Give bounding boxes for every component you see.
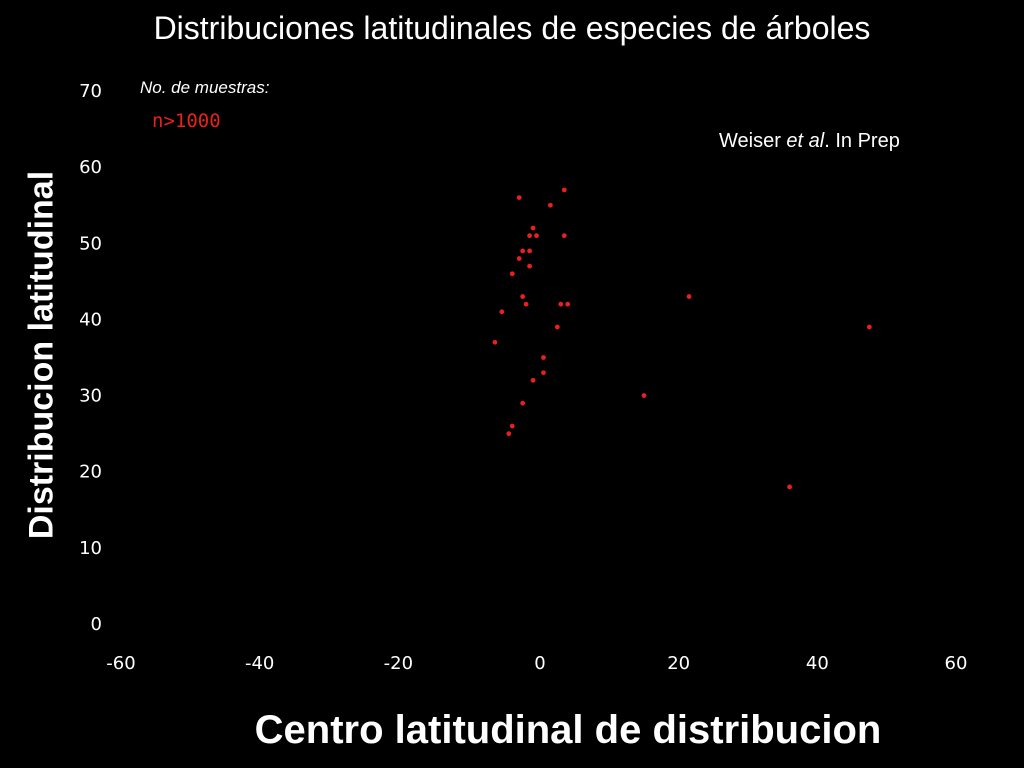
data-point bbox=[787, 484, 792, 490]
x-tick-label: 60 bbox=[945, 653, 968, 674]
data-point bbox=[554, 324, 560, 330]
data-point bbox=[527, 263, 532, 269]
x-tick-label: 40 bbox=[806, 653, 829, 674]
data-point bbox=[686, 294, 692, 299]
data-point bbox=[541, 370, 546, 376]
y-tick-label: 20 bbox=[79, 462, 102, 483]
legend-entry-value: n>1000 bbox=[152, 110, 221, 132]
x-tick-label: -20 bbox=[384, 653, 413, 674]
data-point bbox=[516, 256, 522, 261]
y-tick-label: 50 bbox=[79, 233, 102, 254]
data-point bbox=[530, 225, 536, 231]
data-point bbox=[561, 187, 567, 193]
data-point bbox=[509, 271, 515, 277]
attribution-italic: et al bbox=[786, 130, 825, 152]
x-tick-labels: -60 -40 -20 0 20 40 60 bbox=[106, 653, 967, 674]
attribution-prefix: Weiser bbox=[719, 130, 787, 152]
data-point bbox=[499, 309, 505, 315]
data-point bbox=[548, 202, 553, 208]
x-tick-label: 0 bbox=[534, 653, 545, 674]
chart-title: Distribuciones latitudinales de especies… bbox=[153, 10, 871, 46]
data-point bbox=[527, 248, 532, 254]
data-point bbox=[866, 324, 872, 330]
data-point bbox=[561, 233, 567, 239]
data-point bbox=[541, 355, 546, 360]
x-axis-label: Centro latitudinal de distribucion bbox=[254, 708, 882, 752]
data-point bbox=[558, 301, 564, 307]
data-point bbox=[527, 233, 532, 239]
data-point bbox=[506, 431, 512, 437]
data-point bbox=[520, 294, 526, 299]
y-tick-label: 40 bbox=[79, 309, 102, 330]
data-points bbox=[492, 187, 872, 490]
y-tick-label: 70 bbox=[79, 81, 102, 102]
x-tick-label: 20 bbox=[667, 653, 690, 674]
y-tick-label: 30 bbox=[79, 386, 102, 407]
attribution: Weiser et al. In Prep bbox=[719, 130, 900, 153]
y-tick-label: 10 bbox=[79, 538, 102, 559]
y-tick-label: 0 bbox=[91, 614, 102, 635]
data-point bbox=[516, 195, 522, 201]
data-point bbox=[523, 301, 529, 307]
data-point bbox=[565, 301, 571, 307]
data-point bbox=[509, 423, 515, 429]
legend-label: No. de muestras: bbox=[140, 78, 270, 97]
data-point bbox=[534, 233, 539, 239]
data-point bbox=[520, 248, 526, 254]
attribution-suffix: . In Prep bbox=[824, 130, 900, 152]
data-point bbox=[530, 377, 536, 383]
data-point bbox=[641, 393, 647, 398]
data-point bbox=[520, 400, 526, 406]
x-tick-label: -40 bbox=[245, 653, 274, 674]
y-tick-labels: 0 10 20 30 40 50 60 70 bbox=[79, 81, 102, 635]
x-tick-label: -60 bbox=[106, 653, 135, 674]
y-tick-label: 60 bbox=[79, 157, 102, 178]
data-point bbox=[492, 339, 498, 345]
